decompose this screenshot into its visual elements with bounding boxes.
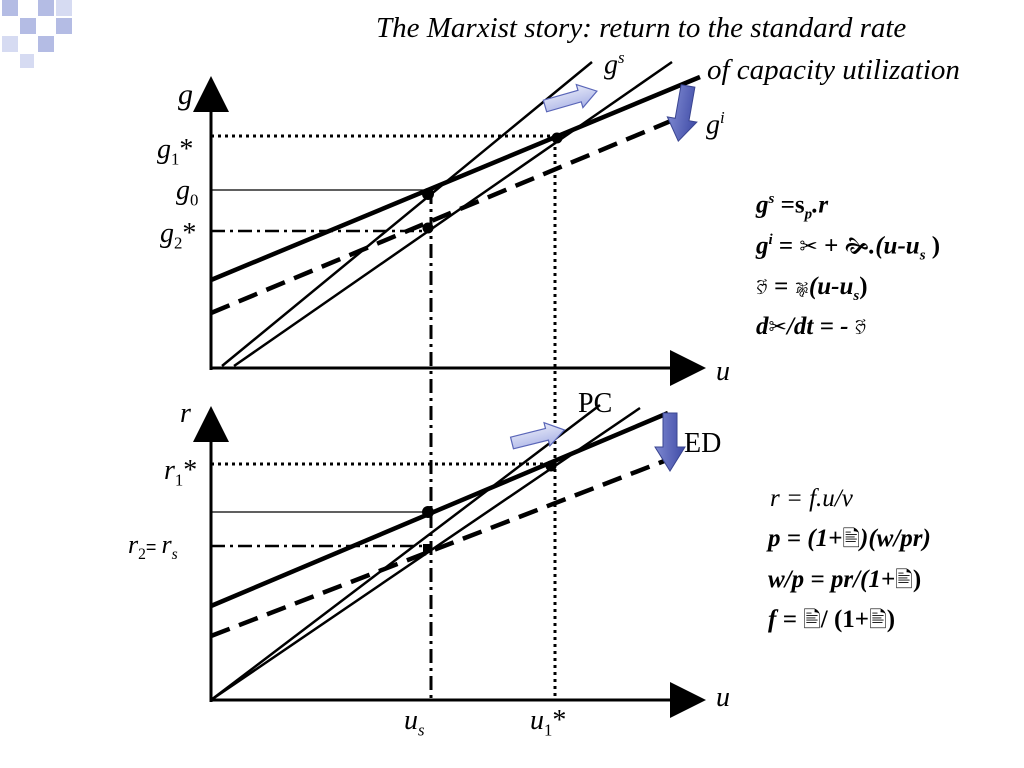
pc-shift-arrow — [509, 421, 566, 450]
top-x-axis-label: u — [716, 356, 730, 387]
point-r0 — [422, 506, 434, 518]
top-panel — [193, 60, 706, 386]
title-line-1: The Marxist story: return to the standar… — [376, 12, 907, 44]
symbol-leaf-icon: 🙖 — [794, 275, 809, 300]
ed-curve-label: ED — [684, 428, 722, 459]
gs-shift-arrow — [542, 83, 598, 113]
point-r1-star — [545, 460, 557, 472]
equation-3: 🙑 = 🙖(u-us) — [756, 273, 868, 304]
diagram — [193, 60, 706, 718]
x-tick-u1-star: u1* — [530, 705, 567, 740]
symbol-bell-icon-2: 🙑 — [854, 315, 867, 340]
equation-gi: gi = ✂ + 🙞.(u-us ) — [756, 232, 941, 264]
pc-curve-label: PC — [578, 388, 613, 419]
point-g1-star — [551, 132, 563, 144]
tick-g0: g0 — [176, 175, 199, 210]
gi-line-dashed — [210, 115, 679, 316]
equation-4: d✂/dt = - 🙑 — [756, 313, 867, 340]
ed-shift-arrow — [654, 412, 686, 472]
symbol-doc-icon-4: 🖹 — [869, 608, 887, 633]
gs-line-shifted — [233, 60, 673, 368]
symbol-flourish-icon: 🙞 — [844, 234, 869, 260]
gs-line-initial — [221, 61, 593, 367]
title-line-2: of capacity utilization — [707, 54, 960, 86]
ed-line-bold — [210, 410, 669, 609]
bottom-panel — [193, 404, 706, 718]
tick-g1-star: g1* — [157, 134, 194, 169]
gi-shift-arrow — [666, 84, 698, 143]
gi-curve-label: gi — [706, 108, 725, 141]
decorative-squares — [2, 0, 72, 68]
ed-line-dashed — [210, 455, 673, 639]
top-y-axis-label: g — [178, 78, 193, 111]
gs-curve-label: gs — [604, 48, 625, 81]
equation-p: p = (1+🖹)(w/pr) — [768, 525, 931, 552]
tick-g2-star: g2* — [160, 218, 197, 253]
bottom-y-axis-label: r — [180, 398, 191, 429]
equation-wp: w/p = pr/(1+🖹) — [768, 566, 922, 593]
symbol-doc-icon-3: 🖹 — [803, 608, 821, 633]
pc-line-initial — [210, 404, 601, 701]
tick-r2-rs: r2= rs — [128, 530, 178, 564]
tick-r1-star: r1* — [164, 455, 198, 490]
equation-f: f = 🖹/ (1+🖹) — [768, 606, 896, 633]
symbol-scissors-icon-2: ✂ — [768, 315, 787, 340]
symbol-doc-icon: 🖹 — [842, 527, 861, 552]
symbol-doc-icon-2: 🖹 — [895, 568, 913, 593]
bottom-x-axis-label: u — [716, 682, 730, 713]
x-tick-us: us — [404, 705, 425, 740]
symbol-bell-icon: 🙑 — [756, 275, 768, 300]
gi-line-bold — [210, 74, 701, 283]
equation-r: r = f.u/v — [770, 485, 853, 512]
symbol-scissors-icon: ✂ — [799, 234, 818, 260]
point-r2 — [423, 544, 432, 553]
equation-gs: gs =sp.r — [756, 191, 829, 223]
